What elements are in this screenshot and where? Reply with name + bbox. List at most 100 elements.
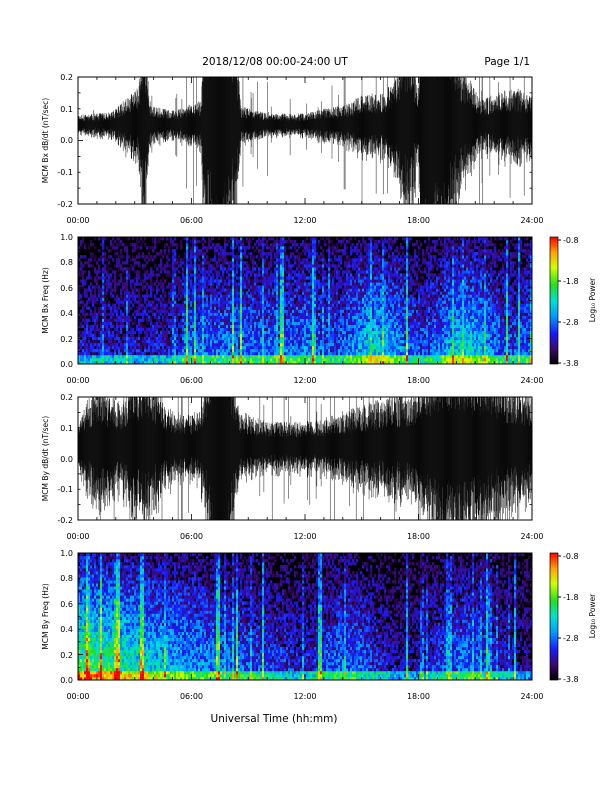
spectrogram-cell-bx (260, 321, 263, 325)
spectrogram-cell-bx (336, 294, 339, 298)
spectrogram-cell-bx (294, 315, 297, 319)
spectrogram-cell-bx (274, 246, 277, 250)
spectrogram-cell-bx (152, 342, 155, 347)
spectrogram-cell-bx (86, 261, 89, 265)
spectrogram-cell-bx (148, 336, 151, 341)
spectrogram-cell-bx (104, 357, 107, 362)
spectrogram-cell-bx (298, 276, 301, 280)
spectrogram-cell-bx (260, 318, 263, 322)
spectrogram-cell-bx (250, 240, 253, 244)
spectrogram-cell-bx (322, 288, 325, 292)
spectrogram-cell-bx (236, 285, 239, 289)
spectrogram-cell-bx (96, 279, 99, 283)
spectrogram-cell-bx (260, 243, 263, 247)
spectrogram-cell-bx (204, 306, 207, 310)
spectrogram-cell-bx (320, 306, 323, 310)
spectrogram-cell-bx (302, 276, 305, 280)
spectrogram-cell-bx (78, 267, 81, 271)
spectrogram-cell-bx (266, 294, 269, 298)
spectrogram-cell-bx (202, 273, 205, 277)
spectrogram-cell-bx (286, 282, 289, 286)
spectrogram-cell-bx (186, 282, 189, 286)
spectrogram-cell-bx (200, 330, 203, 335)
spectrogram-cell-bx (326, 249, 329, 253)
spectrogram-cell-bx (308, 252, 311, 256)
spectrogram-cell-bx (342, 273, 345, 277)
spectrogram-cell-bx (312, 297, 315, 301)
spectrogram-cell-bx (242, 306, 245, 310)
spectrogram-cell-bx (190, 333, 193, 338)
spectrogram-cell-bx (150, 348, 153, 353)
spectrogram-cell-bx (300, 327, 303, 332)
spectrogram-cell-bx (244, 267, 247, 271)
spectrogram-cell-bx (162, 306, 165, 310)
spectrogram-cell-bx (282, 276, 285, 280)
spectrogram-cell-bx (220, 333, 223, 338)
spectrogram-cell-bx (236, 330, 239, 335)
spectrogram-cell-bx (218, 327, 221, 332)
spectrogram-cell-bx (310, 309, 313, 313)
spectrogram-cell-bx (244, 336, 247, 341)
spectrogram-cell-bx (124, 339, 127, 344)
spectrogram-cell-bx (224, 321, 227, 325)
spectrogram-cell-bx (292, 315, 295, 319)
spectrogram-cell-bx (182, 315, 185, 319)
spectrogram-cell-bx (216, 312, 219, 316)
spectrogram-cell-bx (308, 339, 311, 344)
spectrogram-cell-bx (136, 279, 139, 283)
spectrogram-cell-bx (232, 348, 235, 353)
spectrogram-cell-bx (360, 294, 363, 298)
spectrogram-cell-bx (220, 285, 223, 289)
spectrogram-cell-bx (330, 336, 333, 341)
spectrogram-cell-bx (344, 357, 347, 362)
spectrogram-cell-bx (286, 345, 289, 350)
spectrogram-cell-bx (274, 309, 277, 313)
spectrogram-cell-bx (324, 288, 327, 292)
spectrogram-cell-bx (298, 309, 301, 313)
spectrogram-cell-bx (212, 309, 215, 313)
spectrogram-cell-bx (216, 294, 219, 298)
spectrogram-cell-bx (286, 318, 289, 322)
spectrogram-cell-bx (292, 276, 295, 280)
spectrogram-cell-bx (280, 279, 283, 283)
spectrogram-cell-bx (320, 318, 323, 322)
spectrogram-cell-bx (156, 285, 159, 289)
spectrogram-cell-bx (82, 339, 85, 344)
spectrogram-cell-bx (352, 300, 355, 304)
spectrogram-cell-bx (256, 240, 259, 244)
spectrogram-cell-bx (174, 255, 177, 259)
spectrogram-cell-bx (118, 267, 121, 271)
spectrogram-cell-bx (360, 351, 363, 356)
spectrogram-cell-bx (136, 351, 139, 356)
spectrogram-cell-bx (348, 315, 351, 319)
spectrogram-cell-bx (342, 252, 345, 256)
spectrogram-cell-bx (250, 357, 253, 362)
spectrogram-cell-bx (236, 300, 239, 304)
spectrogram-cell-bx (184, 339, 187, 344)
spectrogram-cell-bx (322, 261, 325, 265)
spectrogram-cell-bx (194, 336, 197, 341)
spectrogram-cell-bx (208, 339, 211, 344)
spectrogram-cell-bx (116, 315, 119, 319)
spectrogram-cell-bx (310, 255, 313, 259)
spectrogram-cell-bx (108, 354, 111, 359)
spectrogram-cell-bx (348, 261, 351, 265)
spectrogram-cell-bx (100, 312, 103, 316)
spectrogram-cell-bx (310, 279, 313, 283)
spectrogram-cell-bx (332, 294, 335, 298)
spectrogram-cell-bx (252, 336, 255, 341)
spectrogram-cell-bx (328, 279, 331, 283)
spectrogram-cell-bx (280, 351, 283, 356)
spectrogram-cell-bx (320, 294, 323, 298)
spectrogram-cell-bx (306, 345, 309, 350)
spectrogram-cell-bx (246, 351, 249, 356)
spectrogram-cell-bx (328, 237, 331, 241)
spectrogram-cell-bx (176, 354, 179, 359)
spectrogram-cell-bx (194, 273, 197, 277)
spectrogram-cell-bx (238, 258, 241, 262)
spectrogram-cell-bx (174, 324, 177, 329)
spectrogram-cell-bx (310, 291, 313, 295)
spectrogram-cell-bx (180, 285, 183, 289)
spectrogram-cell-bx (304, 348, 307, 353)
spectrogram-cell-bx (320, 246, 323, 250)
